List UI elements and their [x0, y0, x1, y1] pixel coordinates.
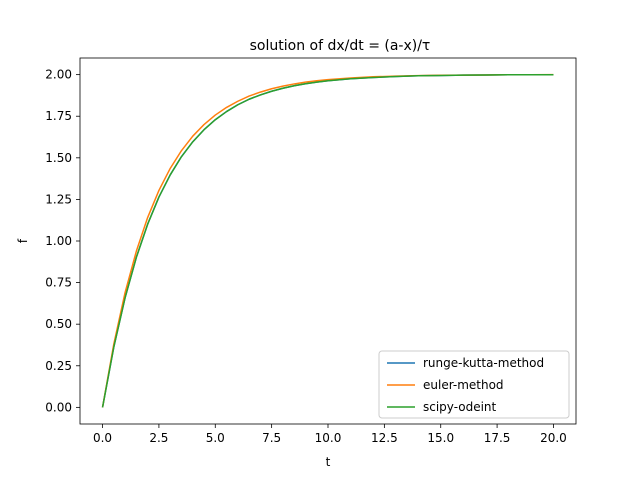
x-axis-ticks: 0.0 2.5 5.0 7.5 10.0 12.5 15.0 17.5 20.0 [93, 424, 567, 445]
x-tick-label: 15.0 [427, 431, 454, 445]
y-tick-label: 2.00 [45, 68, 72, 82]
legend: runge-kutta-method euler-method scipy-odei… [378, 350, 570, 419]
x-tick-label: 20.0 [540, 431, 567, 445]
x-tick-label: 0.0 [93, 431, 112, 445]
y-tick-label: 0.25 [45, 359, 72, 373]
x-tick-label: 10.0 [315, 431, 342, 445]
y-axis-label: f [16, 238, 30, 243]
chart-title: solution of dx/dt = (a-x)/τ [250, 38, 431, 54]
y-tick-label: 1.50 [45, 151, 72, 165]
x-tick-label: 5.0 [206, 431, 225, 445]
x-axis-label: t [326, 455, 331, 469]
x-tick-label: 17.5 [484, 431, 511, 445]
legend-entry: scipy-odeint [423, 400, 497, 414]
legend-entry: euler-method [423, 378, 504, 392]
x-tick-label: 2.5 [149, 431, 168, 445]
legend-entry: runge-kutta-method [423, 356, 544, 370]
plot-lines [101, 73, 554, 408]
legend-box [378, 350, 570, 419]
y-tick-label: 1.75 [45, 109, 72, 123]
series-line-scipy-odeint [101, 74, 554, 408]
x-tick-label: 12.5 [371, 431, 398, 445]
y-tick-label: 0.00 [45, 400, 72, 414]
y-tick-label: 0.75 [45, 276, 72, 290]
x-tick-label: 7.5 [262, 431, 281, 445]
y-tick-label: 1.00 [45, 234, 72, 248]
y-tick-label: 1.25 [45, 192, 72, 206]
y-tick-label: 0.50 [45, 317, 72, 331]
y-axis-ticks: 0.00 0.25 0.50 0.75 1.00 1.25 1.50 1.75 2.00 [45, 68, 80, 414]
